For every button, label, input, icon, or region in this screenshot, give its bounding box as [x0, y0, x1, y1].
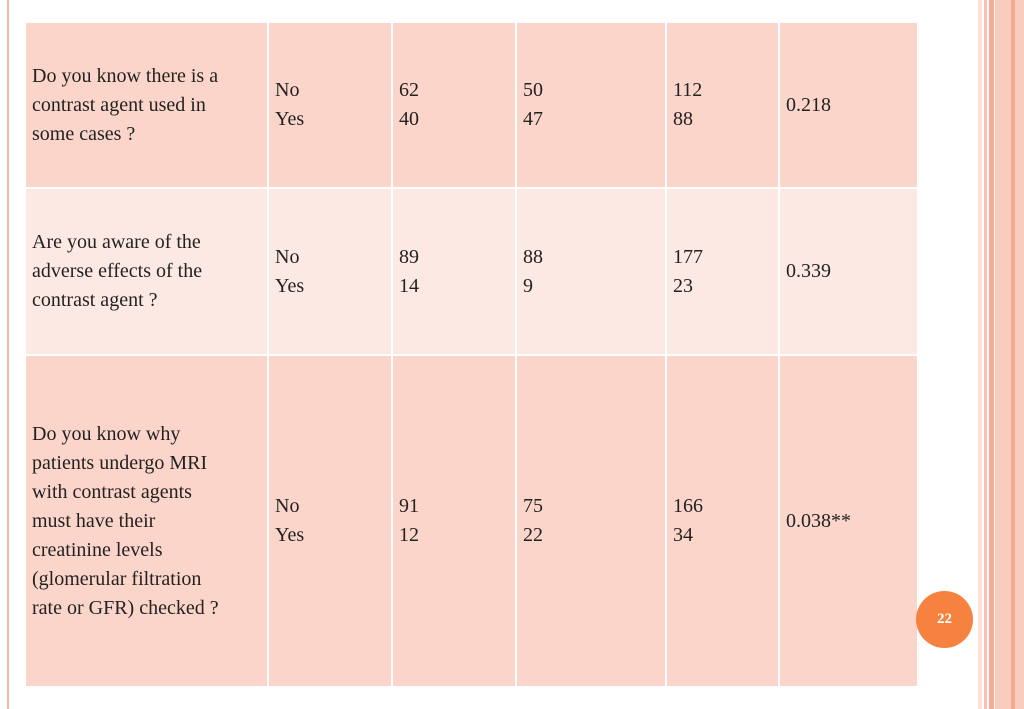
left-border-line: [7, 0, 9, 709]
table-row: Do you know there is a contrast agent us…: [24, 21, 919, 189]
value: 166: [673, 495, 703, 517]
table-row: Do you know why patients undergo MRI wit…: [24, 354, 919, 688]
p-value: 0.218: [786, 93, 831, 116]
right-border-stripe: [989, 0, 994, 709]
page-number: 22: [937, 611, 952, 627]
option-yes: Yes: [275, 274, 305, 297]
group1-cell: 62 40: [391, 21, 517, 189]
p-value-cell: 0.339: [778, 187, 919, 356]
right-border-stripe: [995, 0, 1024, 709]
value: 34: [673, 524, 693, 546]
total-cell: 112 88: [665, 21, 780, 189]
value: 62: [399, 79, 419, 101]
question-line: (glomerular filtration: [32, 567, 202, 590]
option-no: No: [275, 79, 300, 101]
p-value: 0.038**: [786, 509, 851, 532]
options-cell: No Yes: [267, 21, 393, 189]
option-no: No: [275, 245, 300, 268]
group2-cell: 75 22: [515, 354, 667, 688]
value: 9: [523, 274, 533, 297]
group1-cell: 91 12: [391, 354, 517, 688]
value: 112: [673, 79, 703, 101]
options-cell: No Yes: [267, 187, 393, 356]
value: 22: [523, 524, 543, 546]
p-value: 0.339: [786, 260, 831, 282]
question-line: patients undergo MRI: [32, 451, 208, 474]
value: 177: [673, 245, 703, 268]
value: 40: [399, 108, 419, 130]
right-border-stripe: [984, 0, 987, 709]
value: 12: [399, 524, 419, 546]
question-line: adverse effects of the: [32, 260, 203, 282]
value: 50: [523, 79, 543, 101]
group1-cell: 89 14: [391, 187, 517, 356]
page-number-badge: 22: [916, 591, 973, 648]
value: 89: [399, 245, 419, 268]
survey-results-table: Do you know there is a contrast agent us…: [24, 21, 919, 688]
question-line: contrast agent ?: [32, 289, 158, 311]
p-value-cell: 0.218: [778, 21, 919, 189]
question-cell: Do you know why patients undergo MRI wit…: [24, 354, 269, 688]
total-cell: 177 23: [665, 187, 780, 356]
p-value-cell: 0.038**: [778, 354, 919, 688]
value: 14: [399, 274, 419, 297]
group2-cell: 88 9: [515, 187, 667, 356]
value: 75: [523, 495, 543, 517]
question-line: Do you know why: [32, 422, 181, 445]
value: 23: [673, 274, 693, 297]
question-line: contrast agent used in: [32, 93, 206, 116]
table-row: Are you aware of the adverse effects of …: [24, 187, 919, 356]
question-line: with contrast agents: [32, 480, 192, 503]
value: 91: [399, 495, 419, 517]
right-border-stripe: [1011, 0, 1015, 709]
question-line: Are you aware of the: [32, 231, 201, 253]
value: 88: [673, 108, 693, 130]
option-yes: Yes: [275, 108, 305, 130]
question-line: Do you know there is a: [32, 64, 219, 87]
options-cell: No Yes: [267, 354, 393, 688]
question-cell: Are you aware of the adverse effects of …: [24, 187, 269, 356]
option-no: No: [275, 495, 300, 517]
right-border-stripe: [978, 0, 982, 709]
option-yes: Yes: [275, 524, 305, 546]
value: 47: [523, 108, 543, 130]
total-cell: 166 34: [665, 354, 780, 688]
question-line: rate or GFR) checked ?: [32, 596, 219, 619]
value: 88: [523, 245, 543, 268]
question-line: some cases ?: [32, 122, 136, 145]
question-line: creatinine levels: [32, 538, 163, 561]
group2-cell: 50 47: [515, 21, 667, 189]
question-cell: Do you know there is a contrast agent us…: [24, 21, 269, 189]
question-line: must have their: [32, 509, 156, 532]
